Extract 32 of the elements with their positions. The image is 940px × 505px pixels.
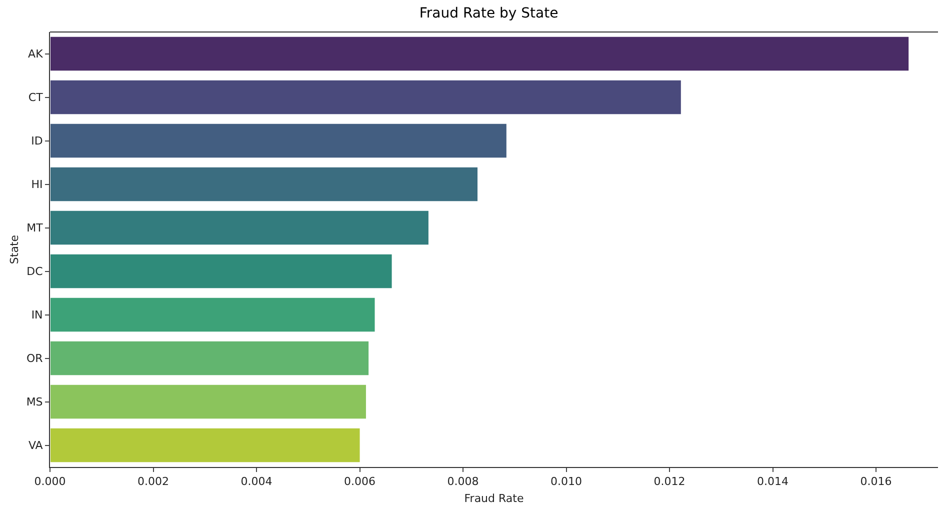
bar — [50, 253, 393, 290]
y-tick-label: IN — [31, 308, 43, 322]
y-tick-label: MT — [26, 222, 44, 235]
x-tick-label: 0.004 — [240, 475, 272, 488]
chart-title: Fraud Rate by State — [419, 5, 558, 22]
bar — [50, 296, 376, 333]
y-tick-label: ID — [31, 134, 43, 148]
x-tick-label: 0.000 — [34, 475, 66, 488]
bar — [50, 210, 430, 246]
x-tick-label: 0.002 — [138, 475, 170, 488]
y-tick-label: OR — [26, 352, 44, 366]
bar — [50, 340, 370, 376]
x-tick-label: 0.006 — [344, 475, 376, 488]
bar — [50, 79, 682, 116]
y-tick-label: HI — [31, 178, 43, 192]
y-axis-title: State — [8, 234, 21, 264]
x-axis-title: Fraud Rate — [464, 492, 524, 505]
y-tick-label: VA — [28, 439, 44, 452]
x-tick-label: 0.016 — [860, 475, 892, 488]
x-tick-label: 0.008 — [447, 475, 479, 488]
y-tick-label: AK — [28, 48, 44, 61]
y-tick-label: DC — [26, 265, 44, 278]
bar — [50, 166, 478, 202]
y-tick-label: CT — [28, 91, 44, 104]
x-tick-label: 0.014 — [757, 475, 789, 488]
y-tick-label: MS — [26, 396, 43, 409]
bar — [50, 427, 361, 464]
x-tick-label: 0.010 — [550, 475, 582, 488]
bar — [50, 122, 508, 159]
x-tick-label: 0.012 — [654, 475, 686, 488]
bar — [50, 384, 367, 420]
bar — [50, 36, 910, 72]
